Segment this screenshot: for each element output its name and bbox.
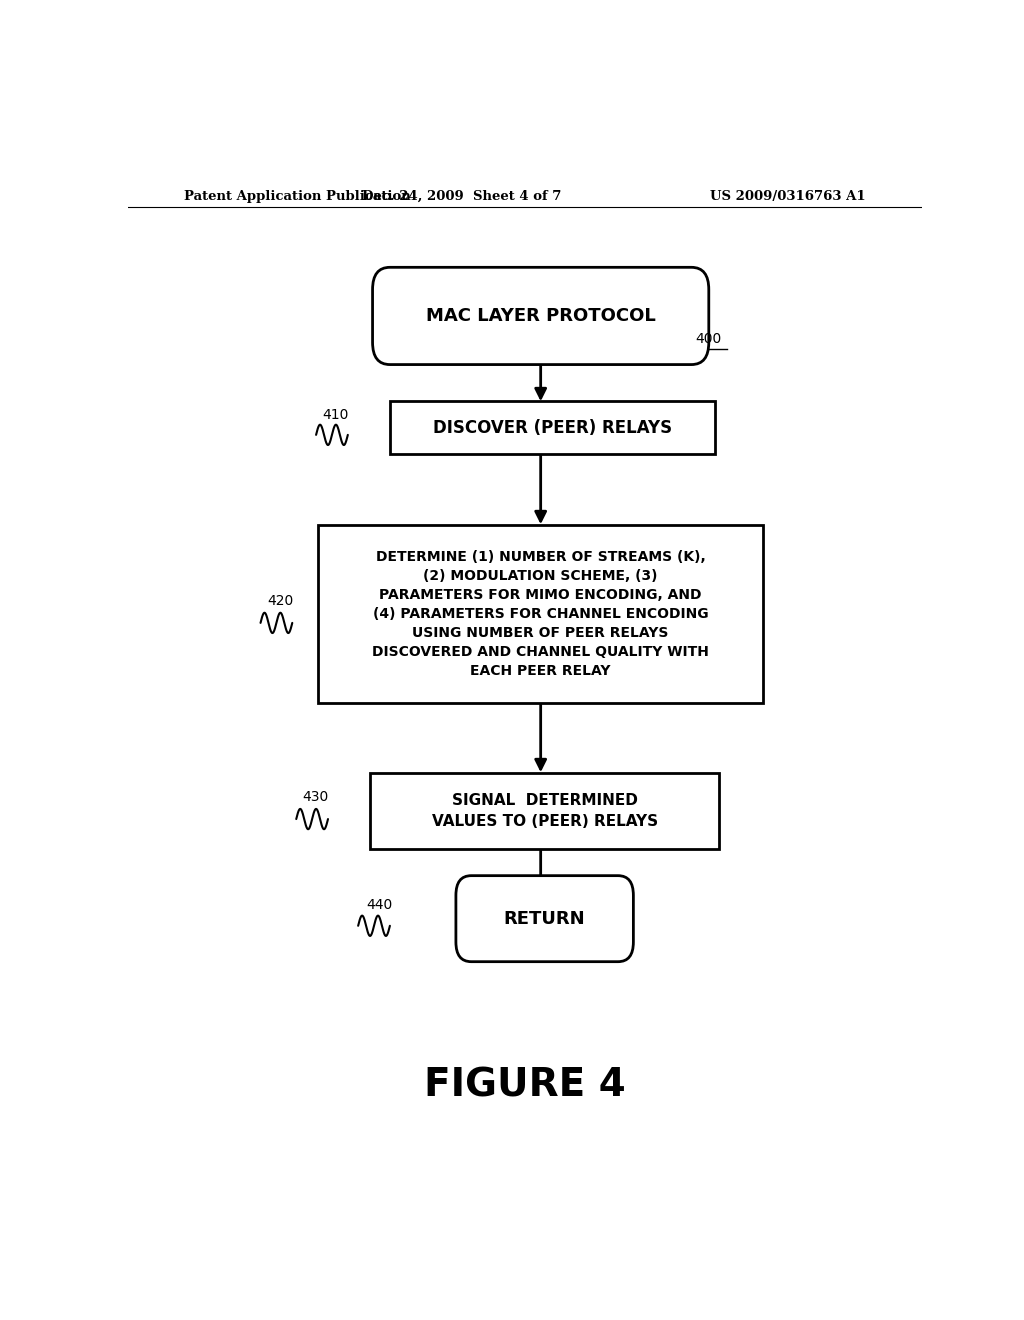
Text: 440: 440 — [367, 899, 392, 912]
Text: FIGURE 4: FIGURE 4 — [424, 1067, 626, 1105]
Text: Patent Application Publication: Patent Application Publication — [183, 190, 411, 202]
Bar — [318, 525, 763, 702]
FancyBboxPatch shape — [373, 268, 709, 364]
Text: MAC LAYER PROTOCOL: MAC LAYER PROTOCOL — [426, 308, 655, 325]
Text: RETURN: RETURN — [504, 909, 586, 928]
Text: US 2009/0316763 A1: US 2009/0316763 A1 — [711, 190, 866, 202]
FancyBboxPatch shape — [456, 875, 634, 962]
Text: DETERMINE (1) NUMBER OF STREAMS (K),
(2) MODULATION SCHEME, (3)
PARAMETERS FOR M: DETERMINE (1) NUMBER OF STREAMS (K), (2)… — [373, 550, 709, 677]
Text: 400: 400 — [695, 333, 722, 346]
Bar — [390, 401, 715, 454]
Text: 420: 420 — [267, 594, 293, 607]
Text: Dec. 24, 2009  Sheet 4 of 7: Dec. 24, 2009 Sheet 4 of 7 — [361, 190, 561, 202]
Text: 430: 430 — [303, 789, 329, 804]
Bar — [370, 772, 719, 849]
Text: 410: 410 — [323, 408, 349, 421]
Text: SIGNAL  DETERMINED
VALUES TO (PEER) RELAYS: SIGNAL DETERMINED VALUES TO (PEER) RELAY… — [431, 793, 657, 829]
Text: DISCOVER (PEER) RELAYS: DISCOVER (PEER) RELAYS — [433, 418, 672, 437]
